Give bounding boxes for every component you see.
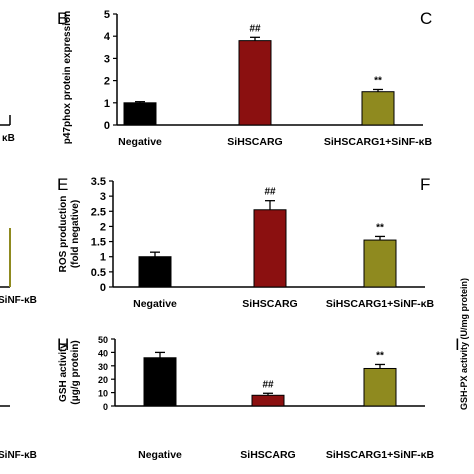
y-tick-label: 0 <box>104 120 110 132</box>
bar-H-1 <box>251 394 285 407</box>
y-tick-label: 1.5 <box>91 237 106 249</box>
category-label: SiHSCARG1+SiNF-κB <box>326 298 435 310</box>
significance-label: ## <box>262 379 274 390</box>
bar-E-2 <box>363 239 397 288</box>
y-tick-label: 3 <box>104 53 110 65</box>
left-clipped-panels: κB SiNF-κB SiNF-κB <box>0 115 37 461</box>
clipped-label-bottom: SiNF-κB <box>0 450 37 461</box>
y-axis-label-line2: (μg/g protein) <box>70 340 81 404</box>
panel-letter-B: B <box>57 9 68 28</box>
y-tick-label: 4 <box>104 31 111 43</box>
bar-H-0 <box>143 357 177 407</box>
y-axis-label: ROS production <box>58 196 69 273</box>
panel-letter-E: E <box>57 175 68 194</box>
charts-group: 0 1 2 3 4 5 p47phox protein expression Negative… <box>58 9 435 461</box>
chart-H: 0 10 20 30 40 50 GSH activity (μg/g protein) Neg… <box>58 335 435 461</box>
panel-letter-F: F <box>420 175 430 194</box>
significance-label: ## <box>264 187 276 198</box>
clipped-label-top: κB <box>2 133 15 144</box>
category-label: SiHSCARG1+SiNF-κB <box>326 449 435 461</box>
y-tick-label: 2.5 <box>91 206 106 218</box>
clipped-label-mid: SiNF-κB <box>0 295 37 306</box>
y-tick-label: 2 <box>104 76 110 88</box>
panel-letter-C: C <box>420 9 432 28</box>
panel-letter-I: I <box>455 335 460 354</box>
y-tick-label: 3.5 <box>91 176 106 188</box>
chart-E: 0 0.5 1 1.5 2 2.5 3 3.5 ROS production (fold nega… <box>58 176 435 310</box>
category-label: Negative <box>138 449 182 461</box>
y-tick-label: 10 <box>98 389 108 399</box>
bar-B-2 <box>361 91 395 126</box>
category-label: Negative <box>118 136 162 148</box>
category-label: SiHSCARG <box>240 449 295 461</box>
y-tick-label: 2 <box>100 221 106 233</box>
chart-B: 0 1 2 3 4 5 p47phox protein expression Negative… <box>62 9 433 148</box>
panel-I-ylabel: GSH-PX activity (U/mg protein) <box>459 278 469 410</box>
y-tick-label: 30 <box>98 362 108 372</box>
significance-label: ** <box>376 222 384 233</box>
panel-letter-H: H <box>57 335 69 354</box>
y-tick-label: 1 <box>104 98 110 110</box>
y-tick-label: 50 <box>98 335 108 345</box>
y-tick-label: 20 <box>98 375 108 385</box>
category-label: SiHSCARG1+SiNF-κB <box>324 136 433 148</box>
category-label: SiHSCARG <box>227 136 282 148</box>
significance-label: ** <box>376 350 384 361</box>
significance-label: ** <box>374 75 382 86</box>
category-label: Negative <box>133 298 177 310</box>
y-tick-label: 0 <box>100 282 106 294</box>
y-tick-label: 40 <box>98 348 108 358</box>
y-tick-label: 0.5 <box>91 267 106 279</box>
y-tick-label: 5 <box>104 9 110 21</box>
y-tick-label: 0 <box>103 402 108 412</box>
bar-E-0 <box>138 256 172 288</box>
y-tick-label: 1 <box>100 252 106 264</box>
bar-B-0 <box>123 102 157 126</box>
bar-E-1 <box>253 209 287 288</box>
bar-B-1 <box>238 40 272 126</box>
bar-H-2 <box>363 367 397 407</box>
y-axis-label: GSH activity <box>58 343 69 402</box>
y-axis-label: p47phox protein expression <box>62 11 73 144</box>
category-label: SiHSCARG <box>242 298 297 310</box>
significance-label: ## <box>249 23 261 34</box>
y-axis-label-line2: (fold negative) <box>70 200 81 268</box>
y-tick-label: 3 <box>100 191 106 203</box>
